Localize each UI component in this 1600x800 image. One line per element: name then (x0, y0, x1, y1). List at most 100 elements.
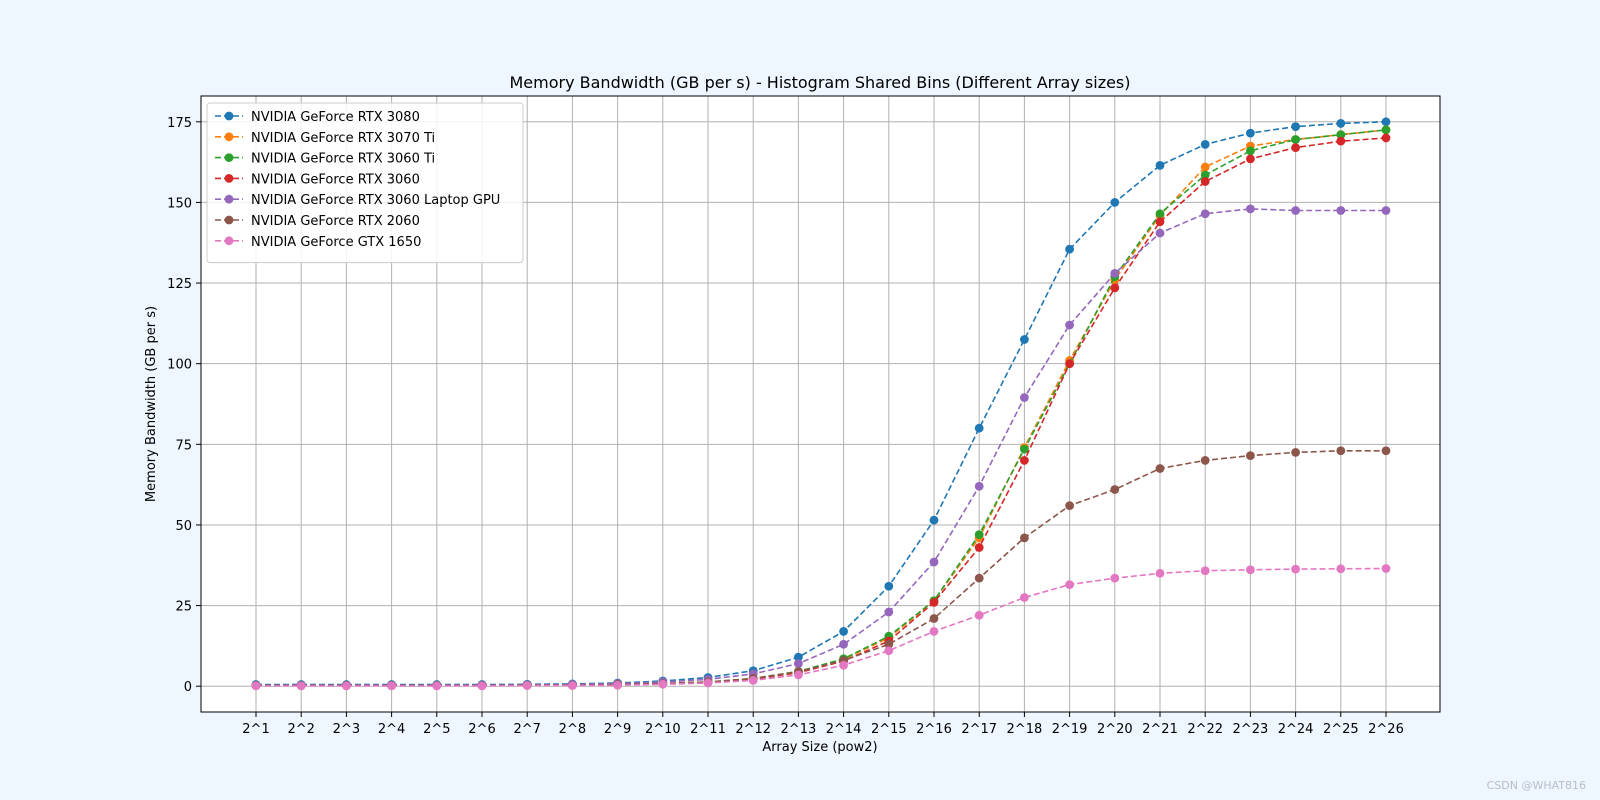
y-tick-label: 50 (175, 519, 192, 534)
legend-item: NVIDIA GeForce RTX 2060 (215, 214, 420, 229)
legend-swatch-marker (224, 174, 234, 183)
x-tick-label: 2^21 (1142, 722, 1178, 737)
series-2-point (1200, 162, 1210, 172)
x-tick-label: 2^3 (333, 722, 360, 737)
series-7-point (1065, 580, 1074, 590)
y-axis: 0 25 50 75 100 125 150 175 (167, 116, 201, 695)
series-1-point (1110, 198, 1120, 207)
series-5-point (839, 639, 848, 649)
series-2-line (256, 129, 1387, 687)
y-tick-label: 25 (175, 600, 192, 615)
y-tick-label: 0 (184, 680, 192, 695)
series-1-point (1155, 160, 1165, 170)
x-tick-label: 2^24 (1278, 722, 1314, 737)
legend-box (206, 102, 524, 264)
series-1-point (1336, 119, 1346, 128)
series-4-point (1200, 177, 1210, 186)
legend-item: NVIDIA GeForce RTX 3070 Ti (215, 131, 435, 146)
legend-label: NVIDIA GeForce GTX 1650 (251, 235, 421, 250)
series-5-point (884, 607, 894, 617)
series-5-point (1291, 206, 1300, 215)
x-tick-label: 2^25 (1323, 722, 1359, 737)
x-tick-label: 2^12 (735, 722, 771, 737)
series-5-point (1336, 206, 1346, 215)
x-tick-label: 2^11 (690, 722, 726, 737)
series-1-point (929, 515, 939, 525)
series-3-point (974, 530, 984, 540)
series-7-point (1200, 566, 1210, 576)
x-tick-label: 2^20 (1097, 722, 1133, 737)
x-tick-label: 2^8 (559, 722, 586, 737)
x-axis-label: Array Size (pow2) (762, 740, 877, 755)
series-4-point (1110, 283, 1120, 293)
series-5-point (974, 481, 984, 491)
y-tick-label: 175 (167, 116, 192, 131)
series-4-point (1065, 359, 1074, 369)
x-tick-label: 2^7 (513, 722, 540, 737)
legend-item: NVIDIA GeForce RTX 3080 (215, 110, 420, 125)
series-6-point (1155, 464, 1165, 473)
plot-frame (200, 95, 1441, 713)
series-7-point (1020, 593, 1029, 602)
x-tick-label: 2^10 (645, 722, 681, 737)
series-7-point (839, 660, 848, 670)
series-7-point (794, 670, 803, 680)
series-7-point (613, 680, 622, 690)
series-4-point (1336, 136, 1346, 146)
series-1-point (1381, 117, 1391, 127)
series-4-point (929, 597, 939, 607)
series-1-point (974, 423, 984, 433)
series-7-point (522, 681, 532, 690)
series-5-point (794, 659, 803, 669)
x-tick-label: 2^15 (871, 722, 907, 737)
series-4-point (1155, 217, 1165, 227)
series-4-point (1381, 133, 1391, 143)
series-6-point (929, 614, 939, 623)
series-3-point (1200, 170, 1210, 180)
series-6-point (1110, 485, 1120, 494)
series-7-point (342, 681, 351, 691)
series-6-point (1065, 501, 1074, 510)
x-tick-label: 2^19 (1052, 722, 1088, 737)
series-5-point (1110, 268, 1120, 278)
x-tick-label: 2^13 (781, 722, 817, 737)
series-5-point (1065, 320, 1074, 330)
series-1-point (1246, 128, 1255, 138)
series-7-point (974, 610, 984, 620)
legend-swatch-marker (224, 132, 234, 142)
legend-label: NVIDIA GeForce RTX 3080 (251, 110, 420, 125)
series-7-point (387, 681, 396, 691)
series-7-point (748, 675, 758, 685)
series-3-point (1381, 125, 1391, 135)
series-5-point (1246, 204, 1255, 214)
x-tick-label: 2^17 (961, 722, 997, 737)
x-tick-label: 2^1 (242, 722, 269, 737)
series-5-line (256, 208, 1386, 687)
series-5-point (1020, 393, 1029, 402)
series-1-point (1020, 335, 1029, 344)
x-tick-label: 2^16 (916, 722, 952, 737)
legend-label: NVIDIA GeForce RTX 3060 Laptop GPU (251, 193, 500, 208)
series-5-point (929, 557, 939, 567)
series-7-point (1246, 565, 1255, 575)
legend-item: NVIDIA GeForce RTX 3060 Laptop GPU (215, 193, 500, 208)
series-1-point (1200, 139, 1210, 149)
series-1-point (794, 652, 803, 662)
legend-swatch-marker (224, 236, 234, 246)
series-1-point (839, 626, 848, 636)
series-7-point (929, 626, 939, 636)
series-7-point (568, 681, 577, 690)
series-7-point (1291, 564, 1300, 574)
x-tick-label: 2^2 (287, 722, 314, 737)
x-tick-label: 2^6 (468, 722, 495, 737)
legend-label: NVIDIA GeForce RTX 3060 (251, 172, 420, 187)
y-tick-label: 100 (167, 358, 192, 373)
series-3-point (1020, 444, 1029, 454)
x-tick-label: 2^22 (1187, 722, 1223, 737)
series-3-point (1291, 135, 1300, 144)
series-3-point (1155, 209, 1165, 219)
series-layer (251, 117, 1391, 691)
series-4-point (1291, 143, 1300, 153)
series-6-point (1246, 451, 1255, 461)
series-7-point (251, 681, 261, 691)
